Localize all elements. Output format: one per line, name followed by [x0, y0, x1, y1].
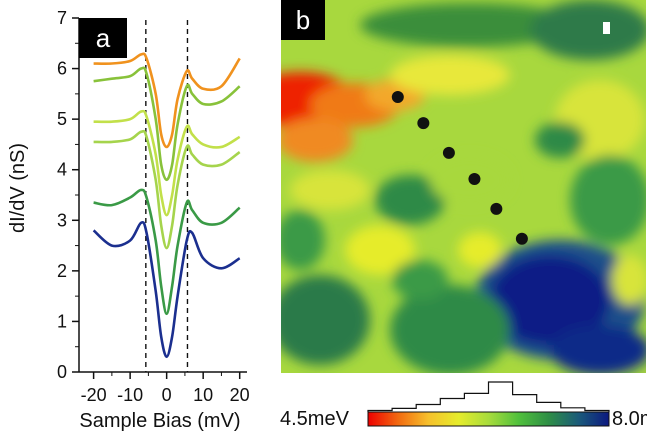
- marker-point: [417, 117, 430, 130]
- colorbar-min-label: 4.5meV: [280, 408, 350, 430]
- y-tick-label: 3: [57, 210, 67, 230]
- y-tick-label: 1: [57, 311, 67, 331]
- spectrum-line: [93, 188, 241, 316]
- y-tick-label: 2: [57, 261, 67, 281]
- panel-a-label-box: [79, 18, 127, 58]
- spectra-series: [92, 52, 241, 359]
- marker-point: [391, 90, 404, 103]
- panel-a-letter: a: [96, 23, 111, 53]
- y-axis-label: dI/dV (nS): [7, 143, 29, 233]
- spectrum-line: [93, 52, 241, 149]
- y-tick-label: 4: [57, 160, 67, 180]
- spectrum-line: [92, 220, 241, 359]
- x-tick-label: -10: [117, 385, 143, 405]
- y-tick-label: 5: [57, 109, 67, 129]
- x-axis-label: Sample Bias (mV): [79, 410, 240, 432]
- y-tick-label: 7: [57, 8, 67, 28]
- marker-point: [515, 232, 528, 245]
- colorbar-strip: [367, 411, 610, 427]
- marker-points: [391, 90, 528, 245]
- y-ticks: 0 1 2 3 4 5 6 7: [57, 8, 79, 382]
- spectrum-line: [93, 66, 241, 182]
- spectrum-line: [93, 129, 241, 250]
- panel-b-label-box: [281, 0, 325, 40]
- marker-point: [468, 173, 481, 186]
- marker-point: [442, 146, 455, 159]
- panel-a-spectra-plot: 0 1 2 3 4 5 6 7 -20 -10 0 10 20 a dI/dV (nS) Sample…: [7, 8, 250, 432]
- y-tick-label: 6: [57, 59, 67, 79]
- x-ticks: -20 -10 0 10 20: [81, 372, 250, 405]
- colorbar-histogram: [367, 381, 610, 412]
- spectrum-line: [93, 109, 241, 217]
- colorbar: 4.5meV 8.0meV: [280, 381, 647, 430]
- y-tick-label: 0: [57, 362, 67, 382]
- marker-point: [490, 202, 503, 215]
- x-tick-label: 10: [193, 385, 213, 405]
- x-tick-label: 20: [230, 385, 250, 405]
- panel-b-gap-map: b: [281, 0, 646, 373]
- panel-b-letter: b: [296, 5, 310, 35]
- gap-map-image: [281, 0, 646, 373]
- x-tick-label: 0: [162, 385, 172, 405]
- x-tick-label: -20: [81, 385, 107, 405]
- colorbar-max-label: 8.0meV: [612, 408, 647, 430]
